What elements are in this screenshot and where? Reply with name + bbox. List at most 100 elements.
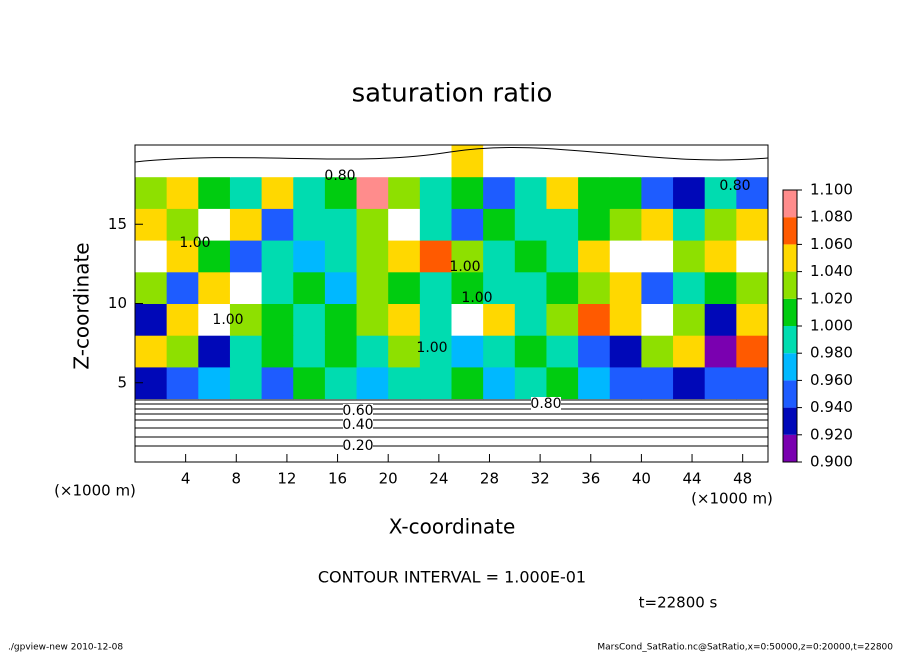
heatmap-cell <box>609 145 642 178</box>
heatmap-cell <box>356 271 389 304</box>
heatmap-cell <box>261 335 294 368</box>
heatmap-cell <box>578 398 611 431</box>
heatmap-cell <box>261 366 294 400</box>
heatmap-cell <box>293 303 326 336</box>
x-tick-label: 44 <box>682 470 701 488</box>
heatmap-cell <box>166 145 199 178</box>
heatmap-cell <box>546 303 579 336</box>
heatmap-cell <box>451 303 484 336</box>
heatmap-cell <box>324 240 358 273</box>
heatmap-cell <box>546 335 579 368</box>
time-label: t=22800 s <box>639 594 718 612</box>
contour-label: 1.00 <box>449 259 480 275</box>
x-tick-label: 16 <box>328 470 347 488</box>
heatmap-cell <box>293 145 326 178</box>
heatmap-cell <box>514 145 547 178</box>
heatmap-cell <box>546 271 579 304</box>
heatmap-cell <box>736 145 769 178</box>
contour-label-bg <box>343 404 373 418</box>
colorbar-bin <box>783 380 797 408</box>
heatmap-cell <box>578 303 611 336</box>
heatmap-cell <box>261 176 294 209</box>
heatmap-cell <box>261 240 294 273</box>
colorbar-label: 0.920 <box>810 425 853 443</box>
heatmap-cell <box>166 240 199 273</box>
heatmap-cell <box>546 208 579 241</box>
heatmap-cell <box>704 208 737 241</box>
heatmap-cell <box>229 303 263 336</box>
heatmap-cell <box>198 271 231 304</box>
heatmap-cell <box>356 208 389 241</box>
heatmap-cell <box>704 398 737 431</box>
heatmap-cell <box>609 271 642 304</box>
heatmap-cell <box>293 208 326 241</box>
heatmap-cell <box>166 271 199 304</box>
colorbar-label: 0.960 <box>810 371 853 389</box>
heatmap-cell <box>609 240 642 273</box>
heatmap-cell <box>451 398 484 431</box>
colorbar-bin <box>783 326 797 354</box>
x-tick-label: 36 <box>581 470 600 488</box>
heatmap-cell <box>546 176 579 209</box>
heatmap-cell <box>736 335 769 368</box>
heatmap-cell <box>483 303 516 336</box>
heatmap-cell <box>356 366 389 400</box>
heatmap-cell <box>135 240 168 273</box>
heatmap-cell <box>261 145 294 178</box>
heatmap-cell <box>198 303 231 336</box>
colorbar-bin <box>783 217 797 245</box>
heatmap-cell <box>356 240 389 273</box>
colorbar-bin <box>783 244 797 272</box>
heatmap-cell <box>229 271 263 304</box>
colorbar-bin <box>783 298 797 326</box>
heatmap-cell <box>673 145 706 178</box>
heatmap-cell <box>673 335 706 368</box>
heatmap-cell <box>451 271 484 304</box>
heatmap-cell <box>483 208 516 241</box>
heatmap-cell <box>483 398 516 431</box>
heatmap-cell <box>673 303 706 336</box>
heatmap-cell <box>324 145 358 178</box>
heatmap-cell <box>451 176 484 209</box>
heatmap-cell <box>198 366 231 400</box>
x-tick-label: 24 <box>429 470 448 488</box>
heatmap-cell <box>609 303 642 336</box>
colorbar-label: 1.060 <box>810 235 853 253</box>
heatmap-cell <box>229 176 263 209</box>
heatmap-cell <box>673 366 706 400</box>
heatmap-cell <box>388 145 421 178</box>
y-unit: (×1000 m) <box>54 482 136 500</box>
heatmap-cell <box>704 176 737 209</box>
chart-title: saturation ratio <box>352 79 553 109</box>
colorbar-label: 0.980 <box>810 344 853 362</box>
heatmap-cell <box>451 366 484 400</box>
x-unit: (×1000 m) <box>691 490 773 508</box>
footer-right: MarsCond_SatRatio.nc@SatRatio,x=0:50000,… <box>597 643 893 653</box>
heatmap-cell <box>135 303 168 336</box>
x-tick-label: 32 <box>531 470 550 488</box>
heatmap-cell <box>135 335 168 368</box>
heatmap-cell <box>388 335 421 368</box>
heatmap-cell <box>736 240 769 273</box>
colorbar-label: 1.000 <box>810 317 853 335</box>
colorbar-label: 1.080 <box>810 208 853 226</box>
heatmap-cell <box>483 366 516 400</box>
contour-label: 1.00 <box>212 312 243 328</box>
heatmap-cell <box>736 366 769 400</box>
heatmap-cell <box>229 208 263 241</box>
heatmap-cell <box>673 176 706 209</box>
heatmap-cell <box>673 271 706 304</box>
heatmap-cell <box>609 176 642 209</box>
heatmap-cell <box>609 366 642 400</box>
heatmap-cell <box>261 208 294 241</box>
heatmap-cell <box>578 271 611 304</box>
heatmap-cell <box>578 366 611 400</box>
colorbar-bin <box>783 353 797 381</box>
heatmap-cell <box>641 240 674 273</box>
heatmap-cell <box>388 271 421 304</box>
heatmap-cell <box>166 176 199 209</box>
heatmap-cell <box>609 335 642 368</box>
colorbar-bin <box>783 434 797 462</box>
heatmap-cell <box>483 145 516 178</box>
heatmap-cell <box>166 303 199 336</box>
